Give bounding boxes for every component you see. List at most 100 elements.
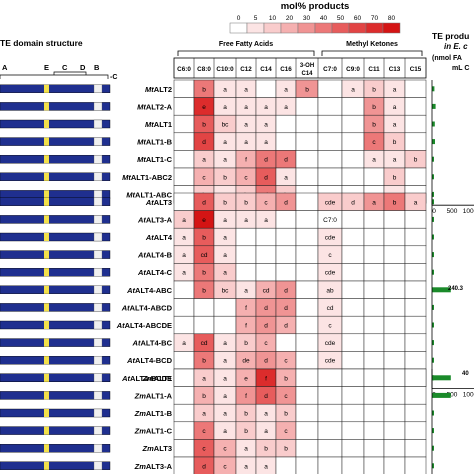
off-scale-label: 40 [462,371,469,377]
column-header: C14 [260,66,272,73]
domain-bar [0,285,111,294]
domain-bracket-cd [53,71,87,75]
group-bracket-ffa [177,50,315,56]
cell-letter: b [372,86,376,93]
cell-letter: a [264,463,268,470]
cell-letter: e [202,104,206,111]
heatmap-cell [295,192,319,211]
heatmap-cell [173,386,195,405]
domain-bracket [0,74,109,79]
domain-marker [44,426,49,435]
heatmap-cell [383,439,406,458]
heatmap-cell [173,403,195,423]
heatmap-cell [363,439,385,458]
domain-bar [0,268,111,277]
heatmap-cell [341,263,365,282]
cell-letter: a [182,270,186,277]
domain-b [93,444,103,453]
cell-letter: bc [222,122,230,129]
heatmap-cell [235,263,257,282]
heatmap-cell [275,210,297,229]
row-label: MtALT1 [145,120,172,129]
cell-letter: d [351,199,355,206]
heatmap-cell [404,351,427,370]
heatmap-cell [295,263,319,282]
heatmap-cell [317,386,343,405]
heatmap-cell [295,368,319,387]
heatmap-cell [173,368,195,387]
heatmap-cell [341,421,365,440]
heatmap-cell [295,315,319,335]
production-bar [432,103,436,109]
legend-swatch [280,22,299,34]
heatmap-cell [173,439,195,458]
heatmap-cell [363,263,385,282]
heatmap-cell [275,333,297,352]
production-units-2: mL C [452,65,469,72]
production-bar [432,174,434,180]
heatmap-cell [295,351,319,370]
heatmap-cell [404,280,427,299]
domain-b [93,268,103,277]
cell-letter: a [244,104,248,111]
column-header-box [173,57,427,79]
production-bar [432,216,434,222]
row-label: AtALT3 [145,198,172,207]
heatmap-cell [383,210,406,229]
domain-b [93,172,103,181]
row-label: ZmALT1 [142,374,172,383]
cell-letter: a [223,86,227,93]
heatmap-cell [173,167,195,186]
column-header: C9:0 [346,66,360,73]
cell-letter: b [202,122,206,129]
heatmap-cell [341,456,365,474]
cell-letter: a [223,340,227,347]
production-bar [432,392,451,398]
heatmap-cell [295,386,319,405]
heatmap-cell [295,97,319,116]
cell-letter: d [202,199,206,206]
cell-letter: a [182,252,186,259]
cell-letter: c [284,393,288,400]
cell-letter: a [264,217,268,224]
heatmap-cell [213,298,237,317]
cell-letter: c [202,174,206,181]
domain-marker [44,172,49,181]
domain-marker [44,190,49,199]
domain-marker [44,391,49,400]
cell-letter: b [284,446,288,453]
cell-letter: b [305,86,309,93]
legend-tick: 60 [354,15,362,22]
row-label: ZmALT1-A [134,391,173,400]
domain-b [93,119,103,129]
row-label: MtALT1-B [137,138,172,147]
heatmap-cell [317,456,343,474]
heatmap-cell [383,386,406,405]
heatmap-cell [275,132,297,151]
heatmap-cell [255,245,277,264]
heatmap-cell [383,263,406,282]
cell-letter: b [393,174,397,181]
domain-marker [44,285,49,294]
cell-letter: b [284,375,288,382]
cell-letter: b [223,174,227,181]
production-subtitle: in E. c [444,42,468,51]
group-label-mk: Methyl Ketones [346,41,398,48]
row-labels: MtALT2 MtALT2-A MtALT1 MtALT1-B MtALT1-C MtAL… [0,84,173,471]
cell-letter: d [264,157,268,164]
heatmap-cell [341,351,365,370]
heatmap-cell [341,167,365,186]
heatmap-cell [383,245,406,264]
domain-bar [0,250,111,259]
heatmap-cell [404,114,427,134]
domain-marker [44,373,49,382]
domain-b [93,197,103,206]
production-bar [432,322,434,328]
legend-swatch [229,22,248,34]
cell-letter: d [264,358,268,365]
production-bar [432,86,435,92]
heatmap-cell [404,456,427,474]
domain-bar [0,461,111,470]
heatmap-cell [383,421,406,440]
cell-letter: a [393,122,397,129]
